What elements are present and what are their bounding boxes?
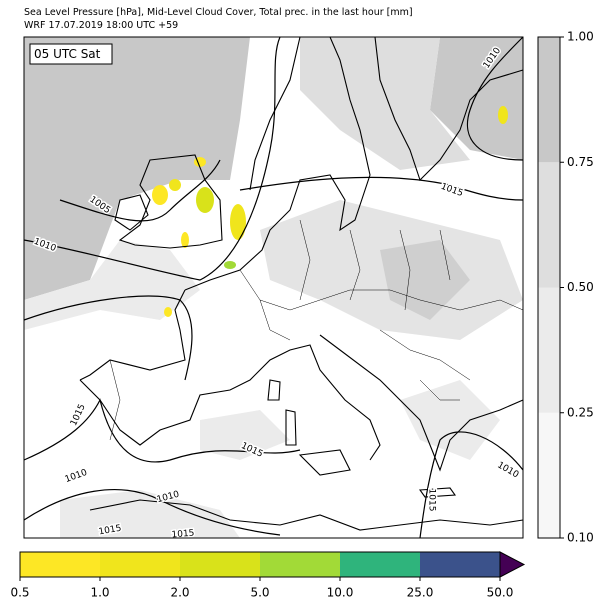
- colorbar-segment: [538, 287, 560, 413]
- borders: [109, 219, 524, 441]
- colorbar-segment: [420, 552, 500, 577]
- contour-label: 1015: [171, 529, 195, 541]
- time-label: 05 UTC Sat: [34, 47, 101, 61]
- colorbar-tick-label: 0.75: [567, 155, 594, 169]
- colorbar-segment: [340, 552, 420, 577]
- colorbar-segment: [180, 552, 260, 577]
- colorbar-tick-label: 0.50: [567, 280, 594, 294]
- time-box: [29, 43, 113, 65]
- colorbar-segment: [538, 412, 560, 538]
- colorbar-segment: [20, 552, 100, 577]
- colorbar-tick-label: 5.0: [250, 586, 269, 600]
- colorbar-segment: [538, 162, 560, 288]
- isobars: [23, 36, 524, 539]
- colorbar-segment: [260, 552, 340, 577]
- colorbar-tick-label: 25.0: [407, 586, 434, 600]
- precipitation: [152, 106, 508, 317]
- colorbar-tick-label: 1.0: [90, 586, 109, 600]
- cloud-colorbar: 0.10 0.25 0.50 0.75 1.00: [537, 30, 594, 545]
- colorbar-tick-label: 50.0: [487, 586, 514, 600]
- contour-label: 1015: [427, 489, 437, 512]
- colorbar-tick-label: 0.10: [567, 531, 594, 545]
- colorbar-tick-label: 10.0: [327, 586, 354, 600]
- title: Sea Level Pressure [hPa], Mid-Level Clou…: [24, 7, 413, 18]
- colorbar-extend: [499, 551, 526, 578]
- colorbar-tick-label: 2.0: [170, 586, 189, 600]
- colorbar-segment: [538, 37, 560, 163]
- colorbar-segment: [100, 552, 180, 577]
- coastlines: [79, 36, 524, 531]
- colorbar-tick-label: 0.5: [10, 586, 29, 600]
- precip-colorbar: 0.5 1.0 2.0 5.0 10.0 25.0 50.0: [10, 551, 526, 600]
- colorbar-tick-label: 1.00: [567, 30, 594, 44]
- colorbar-tick-label: 0.25: [567, 405, 594, 419]
- subtitle: WRF 17.07.2019 18:00 UTC +59: [24, 20, 178, 31]
